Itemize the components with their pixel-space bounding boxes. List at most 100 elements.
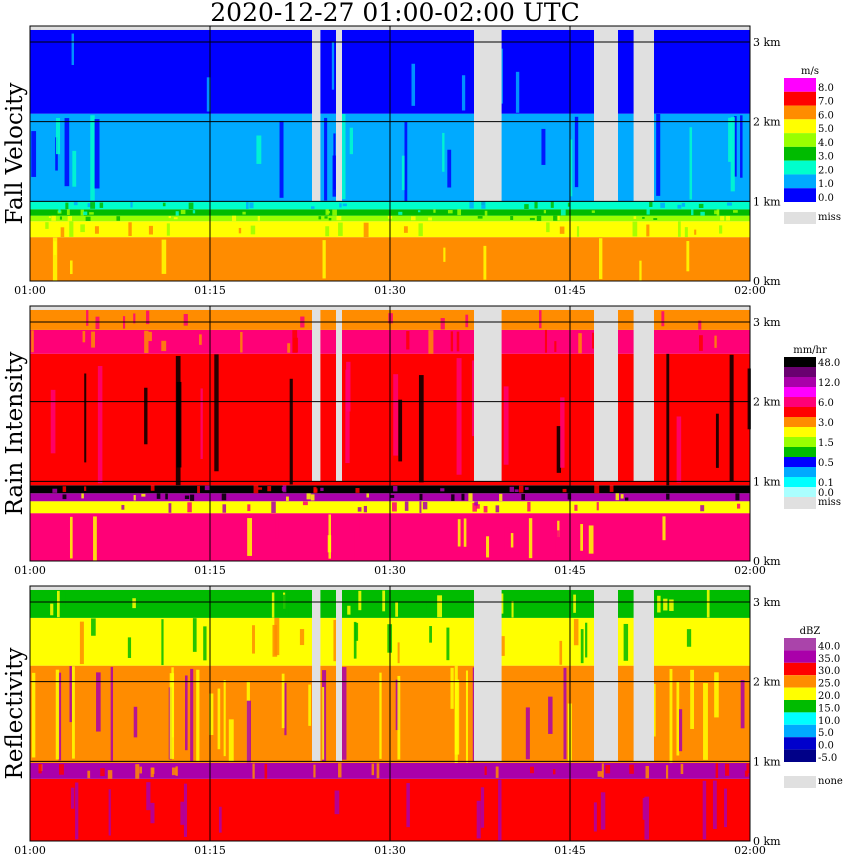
heatmap-cell bbox=[52, 488, 58, 493]
heatmap-cell bbox=[325, 209, 329, 215]
heatmap-cell bbox=[117, 804, 120, 832]
plot-frame bbox=[29, 585, 751, 842]
heatmap-cell bbox=[660, 202, 665, 208]
heatmap-cell bbox=[644, 796, 650, 840]
y-tick-label: 0 km bbox=[753, 555, 781, 568]
heatmap-cell bbox=[639, 260, 642, 281]
heatmap-cell bbox=[550, 201, 554, 208]
heatmap-cell bbox=[457, 209, 462, 216]
missing-data-gap bbox=[594, 586, 618, 762]
heatmap-cell bbox=[727, 202, 732, 206]
colorbar-swatch bbox=[784, 662, 816, 676]
heatmap-cell bbox=[168, 215, 171, 219]
heatmap-cell bbox=[418, 223, 423, 237]
colorbar-swatch bbox=[784, 377, 816, 387]
heatmap-cell bbox=[443, 247, 446, 262]
heatmap-cell bbox=[296, 796, 300, 839]
heatmap-cell bbox=[726, 313, 729, 328]
heatmap-cell bbox=[557, 310, 562, 330]
heatmap-cell bbox=[72, 666, 75, 759]
heatmap-cell bbox=[336, 215, 342, 221]
colorbar-swatch bbox=[784, 447, 816, 457]
heatmap-cell bbox=[159, 254, 163, 275]
heatmap-cell bbox=[411, 63, 416, 106]
heatmap-cell bbox=[527, 501, 531, 512]
heatmap-cell bbox=[324, 216, 328, 219]
heatmap-cell bbox=[666, 493, 670, 500]
heatmap-cell bbox=[410, 216, 416, 221]
heatmap-cell bbox=[45, 222, 49, 229]
heatmap-cell bbox=[406, 331, 410, 350]
heatmap-cell bbox=[422, 601, 427, 614]
heatmap-cell bbox=[589, 786, 594, 814]
colorbar-swatch bbox=[784, 367, 816, 377]
heatmap-cell bbox=[299, 629, 305, 646]
x-tick-label: 02:00 bbox=[734, 844, 766, 857]
colorbar-swatch bbox=[784, 650, 816, 663]
heatmap-cell bbox=[736, 503, 741, 509]
heatmap-cell bbox=[429, 626, 432, 643]
heatmap-cell bbox=[382, 590, 386, 612]
heatmap-cell bbox=[419, 501, 422, 513]
heatmap-cell bbox=[135, 764, 140, 779]
heatmap-cell bbox=[169, 780, 173, 837]
heatmap-cell bbox=[144, 330, 149, 353]
heatmap-cell bbox=[686, 629, 692, 647]
heatmap-cell bbox=[646, 224, 650, 237]
colorbar-label: 1.5 bbox=[818, 438, 834, 449]
heatmap-cell bbox=[677, 204, 682, 209]
heatmap-cell bbox=[73, 201, 78, 206]
heatmap-cell bbox=[694, 229, 697, 235]
heatmap-cell bbox=[548, 33, 554, 93]
heatmap-cell bbox=[498, 779, 502, 841]
heatmap-cell bbox=[61, 591, 66, 609]
heatmap-cell bbox=[388, 590, 391, 616]
heatmap-cell bbox=[349, 127, 354, 155]
heatmap-cell bbox=[609, 485, 614, 492]
heatmap-cell bbox=[563, 313, 569, 329]
heatmap-cell bbox=[735, 493, 740, 501]
heatmap-cell bbox=[601, 763, 604, 778]
colorbar-label: 15.0 bbox=[818, 703, 840, 714]
heatmap-cell bbox=[318, 266, 322, 281]
heatmap-cell bbox=[148, 225, 153, 235]
heatmap-cell bbox=[58, 764, 64, 775]
heatmap-cell bbox=[222, 504, 227, 513]
heatmap-cell bbox=[223, 680, 226, 757]
heatmap-cell bbox=[632, 221, 638, 237]
heatmap-cell bbox=[562, 488, 567, 493]
heatmap-cell bbox=[447, 210, 453, 214]
heatmap-cell bbox=[720, 216, 725, 221]
heatmap-cell bbox=[353, 323, 357, 330]
x-tick-label: 01:15 bbox=[194, 564, 226, 577]
missing-data-gap bbox=[633, 586, 654, 762]
heatmap-cell bbox=[52, 237, 58, 281]
colorbar-label: 8.0 bbox=[818, 83, 834, 94]
heatmap-cell bbox=[476, 800, 481, 839]
colorbar-swatch bbox=[784, 91, 816, 106]
heatmap-cell bbox=[576, 226, 580, 237]
heatmap-cell bbox=[679, 709, 683, 752]
heatmap-cell bbox=[108, 789, 111, 836]
heatmap-cell bbox=[690, 669, 694, 729]
heatmap-cell bbox=[264, 763, 268, 779]
colorbar-label: 5.0 bbox=[818, 728, 834, 739]
heatmap-cell bbox=[676, 681, 680, 756]
heatmap-cell bbox=[65, 202, 69, 210]
heatmap-cell bbox=[180, 801, 185, 825]
heatmap-cell bbox=[397, 675, 401, 760]
colorbar-label: 2.0 bbox=[818, 165, 834, 176]
colorbar-swatch bbox=[784, 188, 816, 202]
heatmap-cell bbox=[369, 316, 373, 326]
heatmap-cell bbox=[287, 343, 291, 353]
colorbar-swatch bbox=[784, 487, 816, 497]
heatmap-cell bbox=[308, 684, 311, 726]
heatmap-cell bbox=[271, 592, 275, 618]
heatmap-cell bbox=[486, 536, 490, 558]
missing-data-gap bbox=[633, 306, 654, 482]
heatmap-cell bbox=[712, 780, 717, 829]
heatmap-cell bbox=[574, 116, 579, 188]
chart-title: 2020-12-27 01:00-02:00 UTC bbox=[210, 0, 580, 27]
heatmap-cell bbox=[623, 623, 629, 661]
heatmap-cell bbox=[357, 507, 362, 512]
